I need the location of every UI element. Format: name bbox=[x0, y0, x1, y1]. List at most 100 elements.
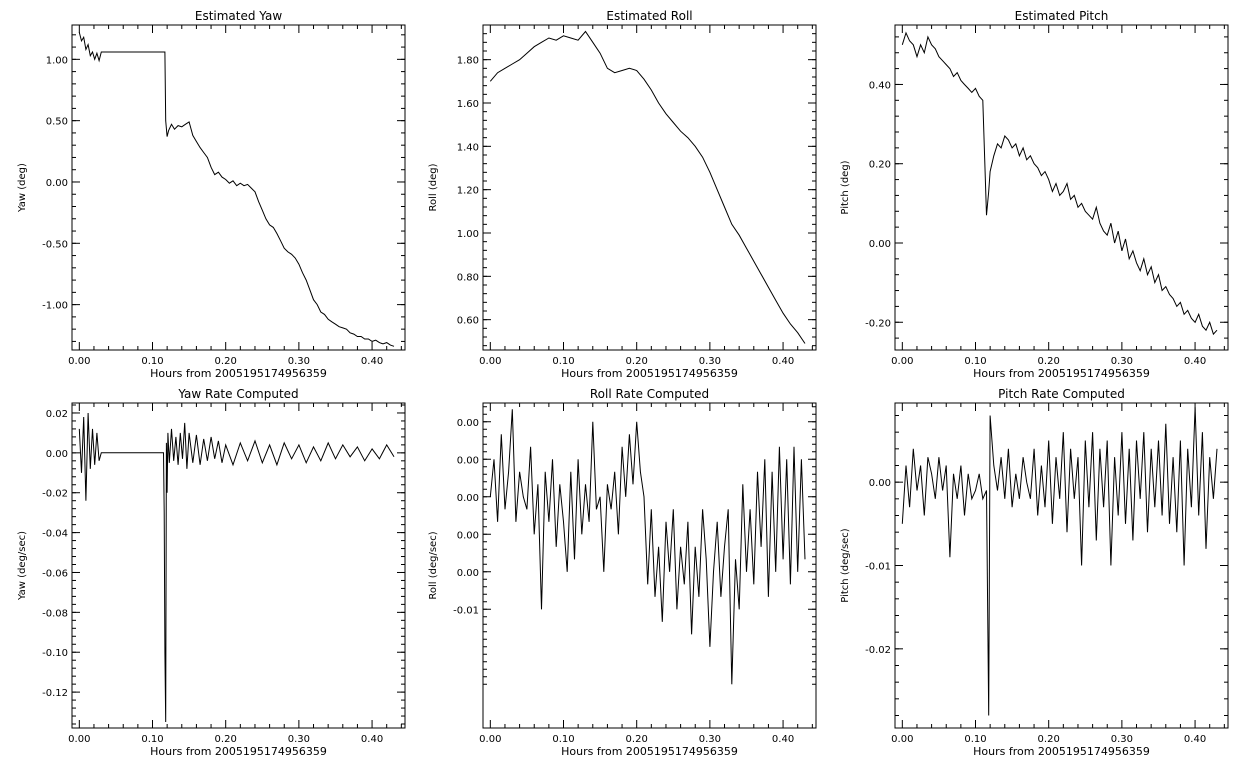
y-tick-label: -1.00 bbox=[42, 301, 68, 312]
plot-frame bbox=[482, 402, 817, 729]
y-tick-label: 0.00 bbox=[46, 449, 68, 460]
y-tick-label: 0.80 bbox=[457, 272, 479, 283]
chart-title: Pitch Rate Computed bbox=[998, 387, 1125, 401]
chart-title: Estimated Roll bbox=[606, 9, 692, 23]
y-tick-label: 1.40 bbox=[457, 142, 479, 153]
x-tick-label: 0.10 bbox=[552, 734, 574, 745]
plot-frame bbox=[71, 402, 406, 729]
chart-panel-estimated-yaw: Estimated Yaw Hours from 2005195174956359… bbox=[17, 9, 406, 380]
y-tick-label: 1.00 bbox=[457, 229, 479, 240]
chart-panel-estimated-pitch: Estimated Pitch Hours from 20051951749563… bbox=[840, 9, 1229, 380]
chart-title: Estimated Pitch bbox=[1015, 9, 1109, 23]
chart-title: Yaw Rate Computed bbox=[177, 387, 298, 401]
x-tick-label: 0.00 bbox=[479, 734, 501, 745]
y-tick-label: 1.80 bbox=[457, 56, 479, 67]
x-axis-label: Hours from 2005195174956359 bbox=[973, 367, 1150, 380]
series-line-yaw-rate bbox=[78, 412, 395, 723]
y-tick-label: 1.00 bbox=[46, 55, 68, 66]
chart-panel-yaw-rate: Yaw Rate Computed Hours from 200519517495… bbox=[17, 387, 406, 758]
y-axis-label: Roll (deg/sec) bbox=[428, 531, 439, 599]
x-tick-label: 0.30 bbox=[699, 734, 721, 745]
y-tick-label: -0.08 bbox=[42, 608, 68, 619]
x-tick-label: 0.30 bbox=[1111, 356, 1133, 367]
x-axis-label: Hours from 2005195174956359 bbox=[150, 745, 327, 758]
y-tick-label: -0.01 bbox=[865, 562, 891, 573]
series-line-pitch-rate bbox=[901, 407, 1218, 716]
x-tick-label: 0.40 bbox=[361, 356, 383, 367]
x-tick-label: 0.40 bbox=[1184, 734, 1206, 745]
y-axis-label: Pitch (deg/sec) bbox=[840, 528, 851, 603]
y-tick-label: 0.00 bbox=[46, 178, 68, 189]
chart-title: Roll Rate Computed bbox=[590, 387, 709, 401]
x-tick-label: 0.20 bbox=[1038, 734, 1060, 745]
x-tick-label: 0.30 bbox=[699, 356, 721, 367]
y-tick-label: 0.02 bbox=[46, 409, 68, 420]
x-axis-label: Hours from 2005195174956359 bbox=[150, 367, 327, 380]
x-tick-label: 0.20 bbox=[1038, 356, 1060, 367]
chart-panel-roll-rate: Roll Rate Computed Hours from 20051951749… bbox=[428, 387, 817, 758]
x-tick-label: 0.10 bbox=[964, 356, 986, 367]
x-tick-label: 0.40 bbox=[361, 734, 383, 745]
y-tick-label: -0.02 bbox=[42, 489, 68, 500]
y-axis-label: Yaw (deg/sec) bbox=[17, 531, 28, 601]
y-tick-label: 0.20 bbox=[869, 160, 891, 171]
x-tick-label: 0.00 bbox=[68, 356, 90, 367]
x-tick-label: 0.00 bbox=[891, 734, 913, 745]
y-tick-label: -0.06 bbox=[42, 568, 68, 579]
x-tick-label: 0.40 bbox=[772, 734, 794, 745]
y-tick-label: 0.00 bbox=[457, 455, 479, 466]
y-tick-label: -0.50 bbox=[42, 239, 68, 250]
series-line-roll-rate bbox=[489, 409, 806, 685]
y-tick-label: -0.02 bbox=[865, 645, 891, 656]
x-tick-label: 0.30 bbox=[288, 356, 310, 367]
x-tick-label: 0.30 bbox=[1111, 734, 1133, 745]
chart-title: Estimated Yaw bbox=[195, 9, 282, 23]
y-tick-label: 0.00 bbox=[869, 239, 891, 250]
plot-frame bbox=[894, 24, 1229, 351]
x-tick-label: 0.00 bbox=[891, 356, 913, 367]
x-tick-label: 0.10 bbox=[141, 356, 163, 367]
x-axis-label: Hours from 2005195174956359 bbox=[561, 367, 738, 380]
y-axis-label: Yaw (deg) bbox=[17, 163, 28, 213]
x-axis-label: Hours from 2005195174956359 bbox=[973, 745, 1150, 758]
y-tick-label: -0.04 bbox=[42, 529, 68, 540]
y-tick-label: 0.50 bbox=[46, 117, 68, 128]
x-tick-label: 0.20 bbox=[215, 734, 237, 745]
y-tick-label: 0.00 bbox=[457, 418, 479, 429]
y-tick-label: 0.40 bbox=[869, 80, 891, 91]
series-line-estimated-yaw bbox=[78, 32, 395, 347]
x-tick-label: 0.10 bbox=[552, 356, 574, 367]
x-tick-label: 0.00 bbox=[68, 734, 90, 745]
x-tick-label: 0.40 bbox=[1184, 356, 1206, 367]
x-tick-label: 0.20 bbox=[215, 356, 237, 367]
x-axis-label: Hours from 2005195174956359 bbox=[561, 745, 738, 758]
x-tick-label: 0.20 bbox=[626, 356, 648, 367]
plot-frame bbox=[71, 24, 406, 351]
plot-frame bbox=[894, 402, 1229, 729]
x-tick-label: 0.10 bbox=[964, 734, 986, 745]
y-tick-label: 0.00 bbox=[457, 493, 479, 504]
y-tick-label: 1.20 bbox=[457, 186, 479, 197]
x-tick-label: 0.10 bbox=[141, 734, 163, 745]
y-tick-label: -0.12 bbox=[42, 688, 68, 699]
y-tick-label: 0.00 bbox=[869, 478, 891, 489]
chart-panel-pitch-rate: Pitch Rate Computed Hours from 2005195174… bbox=[840, 387, 1229, 758]
y-tick-label: 0.00 bbox=[457, 530, 479, 541]
y-tick-label: -0.10 bbox=[42, 648, 68, 659]
y-tick-label: 0.00 bbox=[457, 568, 479, 579]
y-tick-label: -0.01 bbox=[453, 605, 479, 616]
y-tick-label: -0.20 bbox=[865, 318, 891, 329]
y-tick-label: 0.60 bbox=[457, 316, 479, 327]
y-tick-label: 1.60 bbox=[457, 99, 479, 110]
chart-panel-estimated-roll: Estimated Roll Hours from 200519517495635… bbox=[428, 9, 817, 380]
plot-frame bbox=[482, 24, 817, 351]
x-tick-label: 0.30 bbox=[288, 734, 310, 745]
x-tick-label: 0.00 bbox=[479, 356, 501, 367]
x-tick-label: 0.20 bbox=[626, 734, 648, 745]
x-tick-label: 0.40 bbox=[772, 356, 794, 367]
series-line-estimated-roll bbox=[489, 30, 806, 344]
y-axis-label: Pitch (deg) bbox=[840, 160, 851, 214]
series-line-estimated-pitch bbox=[901, 31, 1218, 336]
y-axis-label: Roll (deg) bbox=[428, 163, 439, 211]
